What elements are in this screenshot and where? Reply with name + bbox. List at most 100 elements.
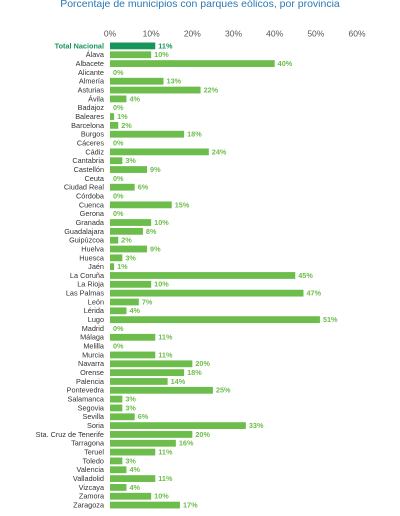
value-label: 3% — [125, 253, 136, 262]
category-label: Murcia — [82, 350, 105, 359]
value-label: 11% — [158, 350, 173, 359]
category-label: La Coruña — [70, 271, 105, 280]
bar — [110, 272, 296, 279]
category-label: Teruel — [84, 448, 104, 457]
bar — [110, 466, 127, 474]
bar — [110, 395, 123, 403]
bar — [110, 113, 115, 120]
category-label: Barcelona — [71, 121, 105, 130]
bar — [110, 219, 152, 226]
value-label: 1% — [117, 112, 128, 121]
category-label: Toledo — [82, 456, 104, 465]
bar — [110, 369, 185, 377]
category-label: Ávila — [88, 94, 105, 103]
bar — [110, 95, 127, 103]
bar — [110, 245, 148, 253]
chart-title: Porcentaje de municipios con parques eól… — [60, 0, 340, 10]
value-label: 8% — [146, 227, 157, 236]
category-label: Navarra — [78, 359, 105, 368]
category-label: Ciudad Real — [64, 183, 105, 192]
value-label: 22% — [204, 85, 219, 94]
category-label: Cáceres — [77, 138, 105, 147]
category-label: Pontevedra — [67, 386, 105, 395]
category-label: Albacete — [76, 59, 104, 68]
category-label: Vizcaya — [79, 483, 105, 492]
value-label: 0% — [113, 103, 124, 112]
value-label: 0% — [113, 68, 124, 77]
category-label: Baleares — [75, 112, 104, 121]
bar — [110, 457, 123, 465]
x-tick-label: 30% — [225, 28, 242, 38]
category-label: Huelva — [81, 244, 105, 253]
bar — [110, 386, 213, 394]
category-label: Córdoba — [76, 191, 105, 200]
bar — [110, 183, 135, 191]
category-label: Zamora — [79, 492, 105, 501]
category-label: Álava — [86, 50, 105, 59]
value-label: 4% — [129, 306, 140, 315]
category-label: Zaragoza — [73, 500, 105, 509]
value-label: 25% — [216, 386, 231, 395]
bar — [110, 236, 119, 244]
category-label: Palencia — [76, 377, 105, 386]
bar — [110, 51, 152, 59]
value-label: 40% — [278, 59, 293, 68]
bar — [110, 298, 139, 306]
category-label: Granada — [76, 218, 105, 227]
bar — [110, 413, 135, 421]
category-label: Valencia — [77, 465, 105, 474]
x-tick-label: 10% — [143, 28, 160, 38]
value-label: 11% — [158, 474, 173, 483]
value-label: 18% — [187, 368, 202, 377]
value-label: 9% — [150, 165, 161, 174]
category-label: Ceuta — [85, 174, 105, 183]
value-label: 20% — [195, 359, 210, 368]
category-label: Alicante — [78, 68, 104, 77]
category-label: Sta. Cruz de Tenerife — [36, 430, 104, 439]
value-label: 3% — [125, 395, 136, 404]
value-label: 1% — [117, 262, 128, 271]
bar — [110, 166, 148, 173]
x-tick-label: 0% — [104, 28, 117, 38]
category-label: Valladolid — [73, 474, 104, 483]
category-label: Orense — [80, 368, 104, 377]
value-label: 24% — [212, 147, 227, 156]
value-label: 11% — [158, 448, 173, 457]
bar — [110, 316, 320, 324]
category-label: Guadalajara — [64, 227, 105, 236]
category-label: Soria — [87, 421, 105, 430]
value-label: 0% — [113, 138, 124, 147]
value-label: 4% — [129, 465, 140, 474]
value-label: 20% — [195, 430, 210, 439]
bar — [110, 439, 176, 447]
value-label: 0% — [113, 191, 124, 200]
value-label: 7% — [142, 297, 153, 306]
value-label: 33% — [249, 421, 264, 430]
value-label: 18% — [187, 130, 202, 139]
bar — [110, 201, 172, 209]
category-label: León — [88, 297, 104, 306]
category-label: Jaén — [88, 262, 104, 271]
bar — [110, 130, 185, 138]
category-label: Cuenca — [79, 200, 105, 209]
value-label: 10% — [154, 280, 169, 289]
value-label: 9% — [150, 244, 161, 253]
x-tick-label: 20% — [184, 28, 201, 38]
value-label: 14% — [171, 377, 186, 386]
category-label: Castellón — [74, 165, 104, 174]
bar — [110, 351, 156, 359]
bar — [110, 289, 304, 297]
category-label: La Rioja — [77, 280, 105, 289]
value-label: 11% — [158, 41, 173, 50]
bar — [110, 280, 152, 288]
bar — [110, 227, 143, 235]
value-label: 10% — [154, 492, 169, 501]
category-label: Burgos — [81, 130, 104, 139]
value-label: 0% — [113, 209, 124, 218]
value-label: 0% — [113, 324, 124, 333]
category-label: Lérida — [84, 306, 105, 315]
bar — [110, 263, 115, 271]
category-label: Segovia — [78, 403, 105, 412]
category-label: Madrid — [82, 324, 104, 333]
